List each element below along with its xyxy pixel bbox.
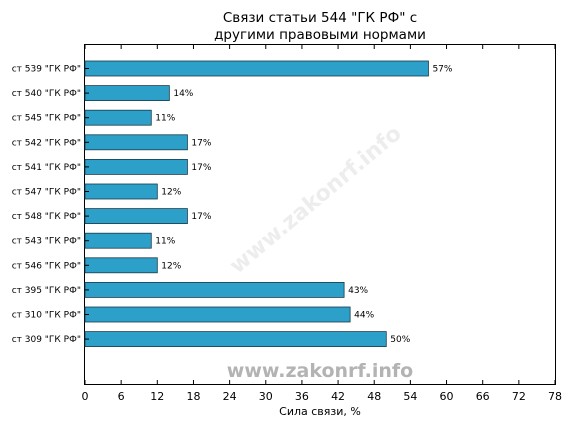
value-label: 17% (191, 138, 211, 148)
plot-frame (84, 44, 556, 385)
value-label: 11% (155, 237, 175, 247)
diagonal-watermark: www.zakonrf.info (225, 121, 406, 279)
bar (84, 281, 345, 298)
value-label: 44% (354, 311, 374, 321)
value-label: 43% (348, 286, 368, 296)
bar (84, 183, 158, 200)
x-tick-label: 48 (367, 390, 381, 403)
x-tick-label: 54 (403, 390, 417, 403)
bar (84, 85, 170, 101)
x-tick-label: 0 (82, 390, 89, 403)
x-tick-label: 30 (259, 390, 273, 403)
x-tick-label: 78 (548, 390, 562, 403)
value-label: 17% (191, 163, 211, 173)
x-tick-label: 24 (223, 390, 237, 403)
x-tick-label: 36 (295, 390, 309, 403)
category-label: ст 547 "ГК РФ" (12, 188, 81, 198)
value-label: 14% (173, 89, 193, 99)
category-label: ст 545 "ГК РФ" (12, 114, 81, 124)
x-tick-label: 6 (118, 390, 125, 403)
x-tick-label: 18 (186, 390, 200, 403)
chart-title-line-2: другими правовыми нормами (214, 27, 426, 43)
value-labels-group: 57% 14% 11% 17% 17% 12% 17% 11% 12% 43% 44% 50% (155, 65, 453, 346)
watermark: www.zakonrf.info (227, 360, 413, 382)
category-labels-group: ст 539 "ГК РФ" ст 540 "ГК РФ" ст 545 "ГК Р… (12, 65, 89, 345)
x-axis-label: Сила связи, % (279, 405, 361, 418)
category-label: ст 309 "ГК РФ" (12, 335, 81, 345)
bar (84, 232, 152, 249)
bar (84, 306, 351, 323)
bar (84, 134, 188, 151)
bar (84, 208, 188, 225)
category-label: ст 543 "ГК РФ" (12, 237, 81, 247)
category-label: ст 542 "ГК РФ" (12, 138, 81, 148)
x-tick-label: 60 (440, 390, 454, 403)
category-label: ст 540 "ГК РФ" (12, 89, 81, 99)
category-label: ст 541 "ГК РФ" (12, 163, 81, 173)
bar (84, 257, 158, 274)
bar (84, 109, 152, 126)
category-label: ст 539 "ГК РФ" (12, 65, 81, 75)
bar (84, 60, 429, 77)
category-label: ст 546 "ГК РФ" (12, 261, 81, 271)
category-label: ст 548 "ГК РФ" (12, 212, 81, 222)
bar (84, 158, 188, 175)
value-label: 17% (191, 212, 211, 222)
value-label: 12% (161, 261, 181, 271)
category-label: ст 395 "ГК РФ" (12, 286, 81, 296)
value-label: 50% (390, 335, 410, 345)
value-label: 11% (155, 114, 175, 124)
category-label: ст 310 "ГК РФ" (12, 311, 81, 321)
x-tick-label: 12 (150, 390, 164, 403)
x-tick-label: 42 (331, 390, 345, 403)
bar (84, 331, 387, 348)
x-tick-label: 66 (476, 390, 490, 403)
value-label: 57% (432, 65, 452, 75)
x-tick-label: 72 (512, 390, 526, 403)
x-ticks-group: 0 6 12 18 24 30 36 42 48 54 60 66 72 78 (82, 45, 562, 403)
chart-title-line-1: Связи статьи 544 "ГК РФ" с (223, 10, 417, 26)
bars-group (84, 60, 429, 348)
value-label: 12% (161, 188, 181, 198)
